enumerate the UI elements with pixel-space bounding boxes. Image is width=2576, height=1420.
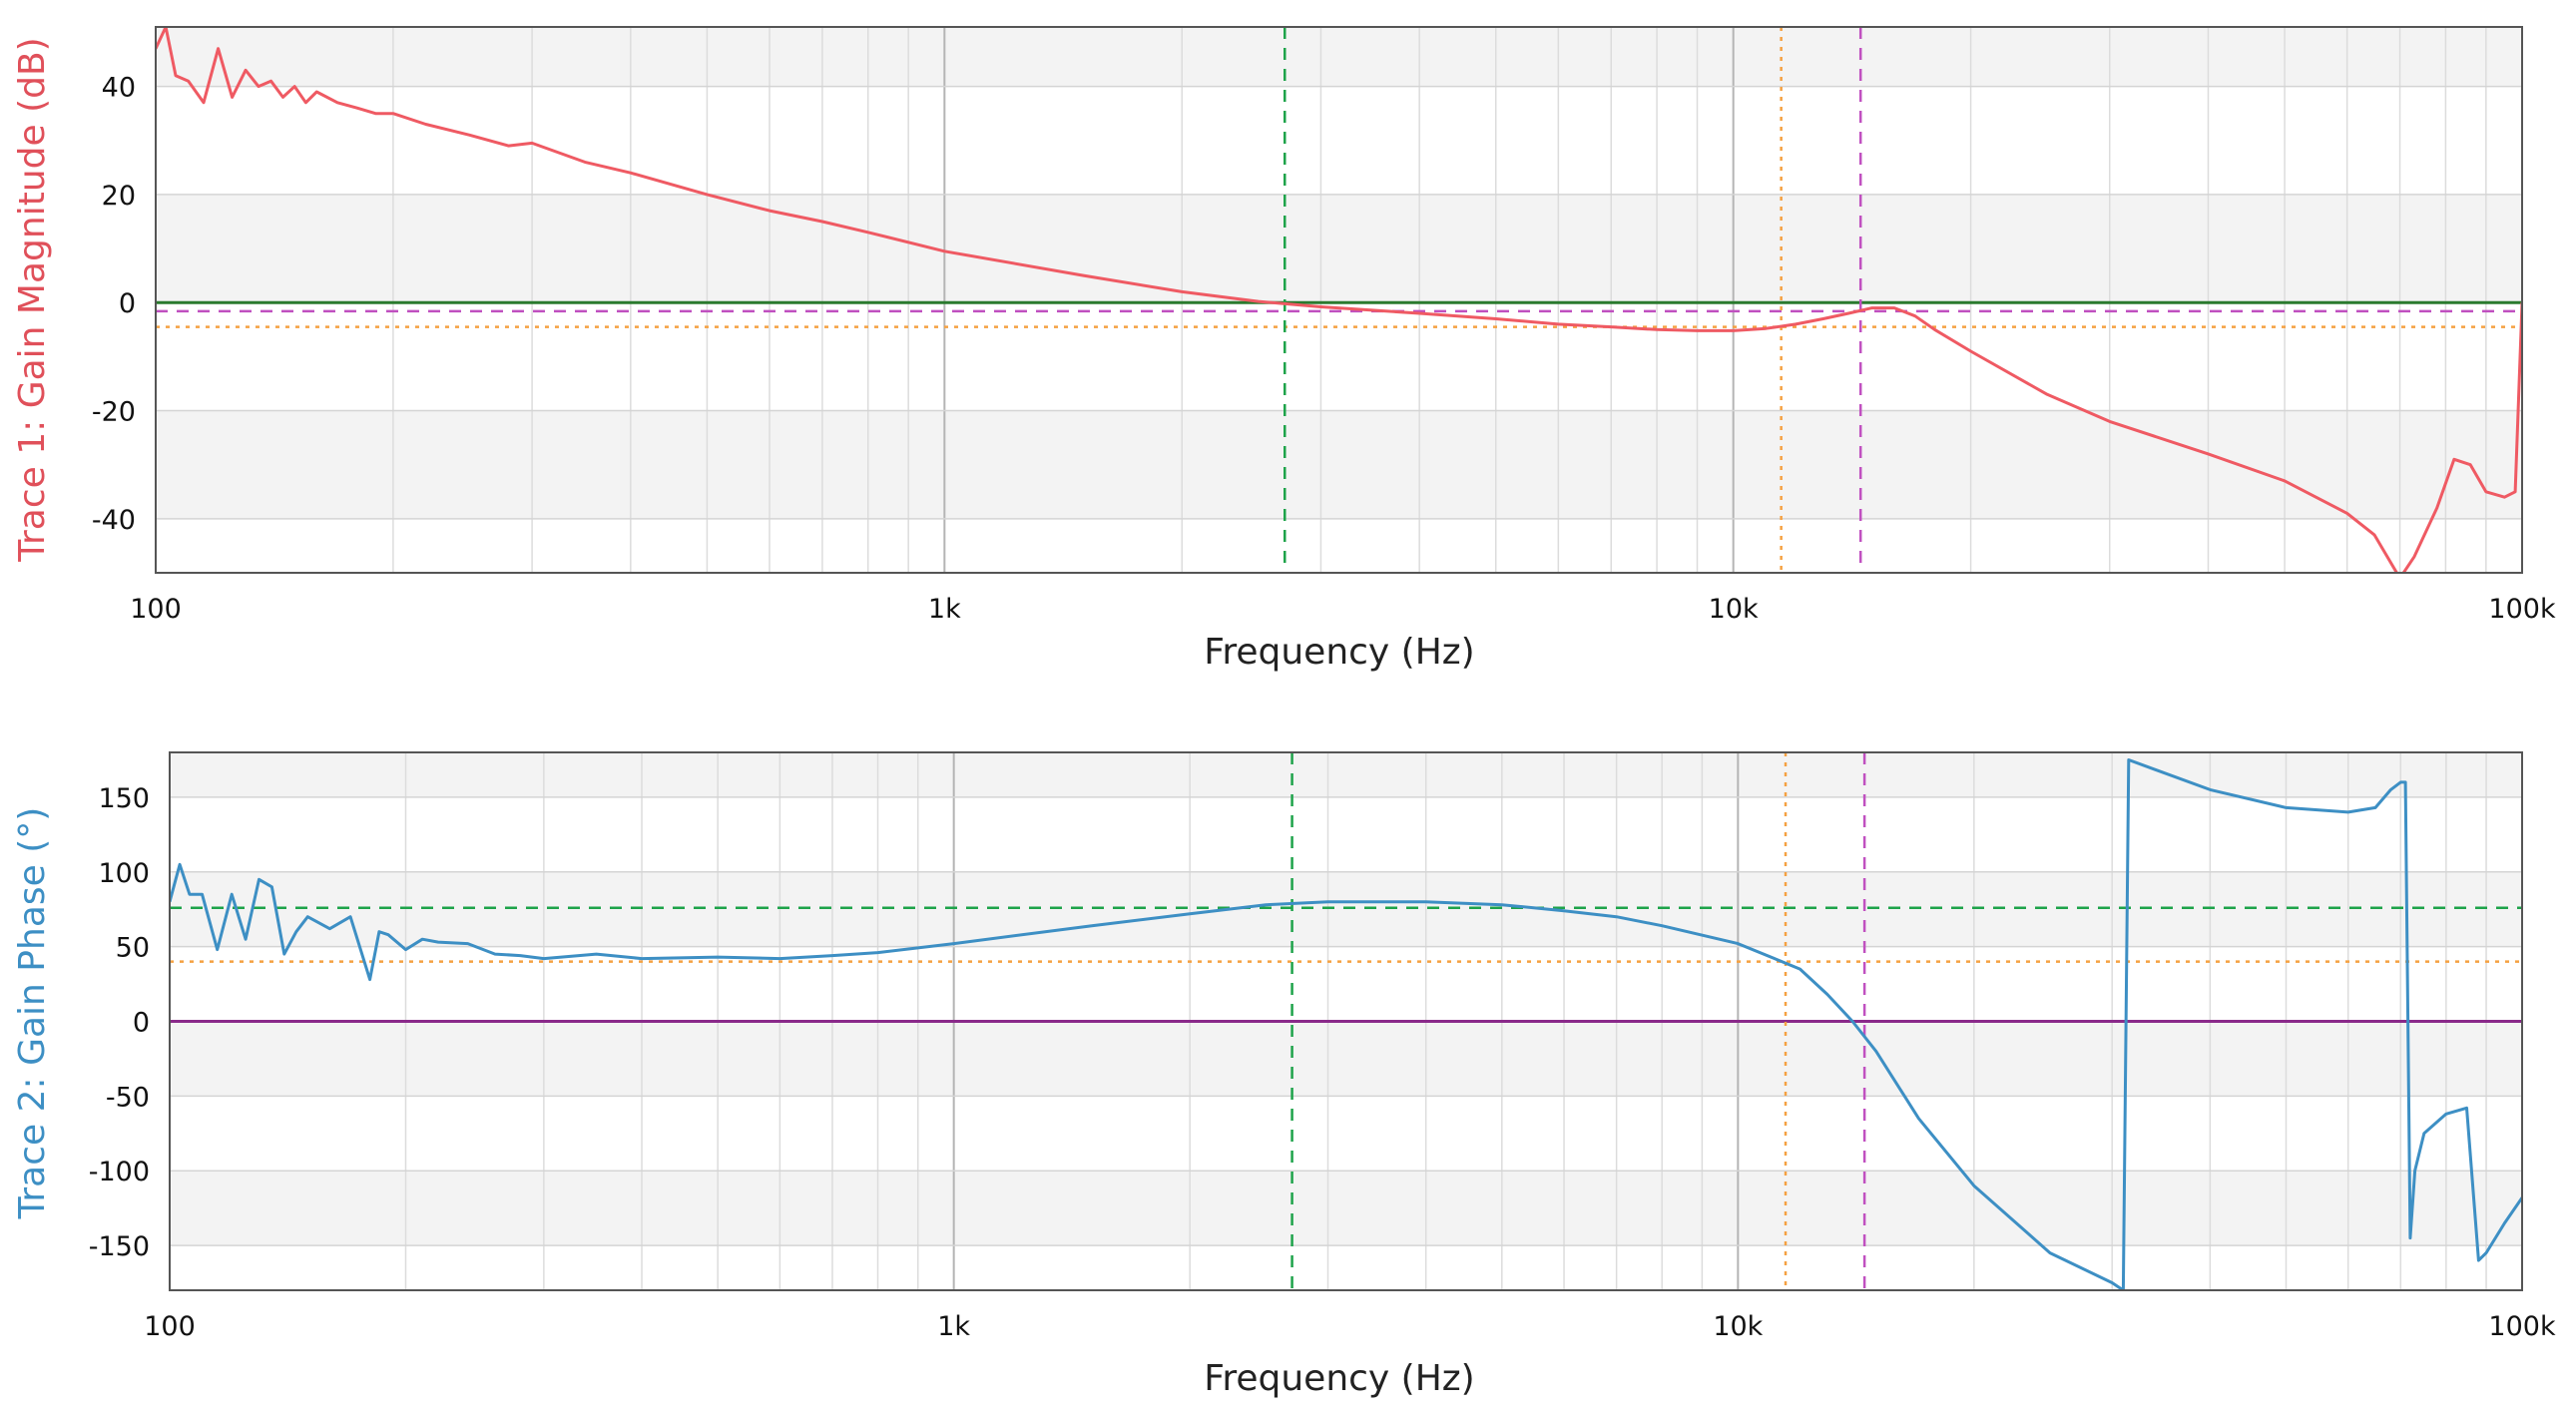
- phase-plot-frame: [169, 751, 2523, 1291]
- phase-x-tick-label: 100: [144, 1311, 196, 1342]
- magnitude-y-tick-label: 20: [102, 181, 136, 212]
- phase-x-tick-label: 10k: [1713, 1311, 1763, 1342]
- magnitude-data-series: [156, 27, 2522, 573]
- phase-grid-band: [170, 1021, 2522, 1097]
- magnitude-x-tick-label: 1k: [928, 594, 961, 625]
- magnitude-grid-band: [156, 194, 2522, 303]
- magnitude-y-tick-label: -40: [92, 505, 136, 536]
- phase-x-tick-label: 1k: [937, 1311, 970, 1342]
- magnitude-x-tick-label: 100k: [2488, 594, 2556, 625]
- phase-y-tick-label: -100: [89, 1157, 150, 1187]
- phase-x-axis-title: Frequency (Hz): [1204, 1358, 1474, 1399]
- phase-y-tick-label: 0: [133, 1008, 150, 1039]
- magnitude-y-tick-label: 40: [102, 73, 136, 104]
- phase-y-axis-title: Trace 2: Gain Phase (°): [12, 807, 53, 1220]
- phase-y-tick-label: 150: [98, 783, 150, 814]
- phase-grid-band: [170, 1171, 2522, 1246]
- phase-y-tick-label: 50: [116, 933, 150, 964]
- magnitude-grid-band: [156, 410, 2522, 519]
- phase-data-series: [170, 758, 2522, 1290]
- phase-y-tick-label: -150: [89, 1231, 150, 1262]
- gain-magnitude-chart: Frequency (Hz) Trace 1: Gain Magnitude (…: [12, 26, 2556, 673]
- phase-y-tick-label: 100: [98, 858, 150, 889]
- gain-phase-chart: Frequency (Hz) Trace 2: Gain Phase (°) 1…: [12, 751, 2556, 1399]
- phase-grid-band: [170, 871, 2522, 947]
- magnitude-plot-frame: [155, 26, 2523, 574]
- magnitude-y-tick-label: -20: [92, 397, 136, 428]
- magnitude-grid-band: [156, 27, 2522, 87]
- magnitude-x-tick-label: 100: [130, 594, 182, 625]
- phase-y-tick-label: -50: [106, 1082, 150, 1113]
- magnitude-y-axis-title: Trace 1: Gain Magnitude (dB): [12, 37, 53, 562]
- magnitude-x-tick-label: 10k: [1709, 594, 1759, 625]
- phase-x-tick-label: 100k: [2488, 1311, 2556, 1342]
- magnitude-x-axis-title: Frequency (Hz): [1204, 632, 1474, 673]
- magnitude-y-tick-label: 0: [119, 288, 136, 319]
